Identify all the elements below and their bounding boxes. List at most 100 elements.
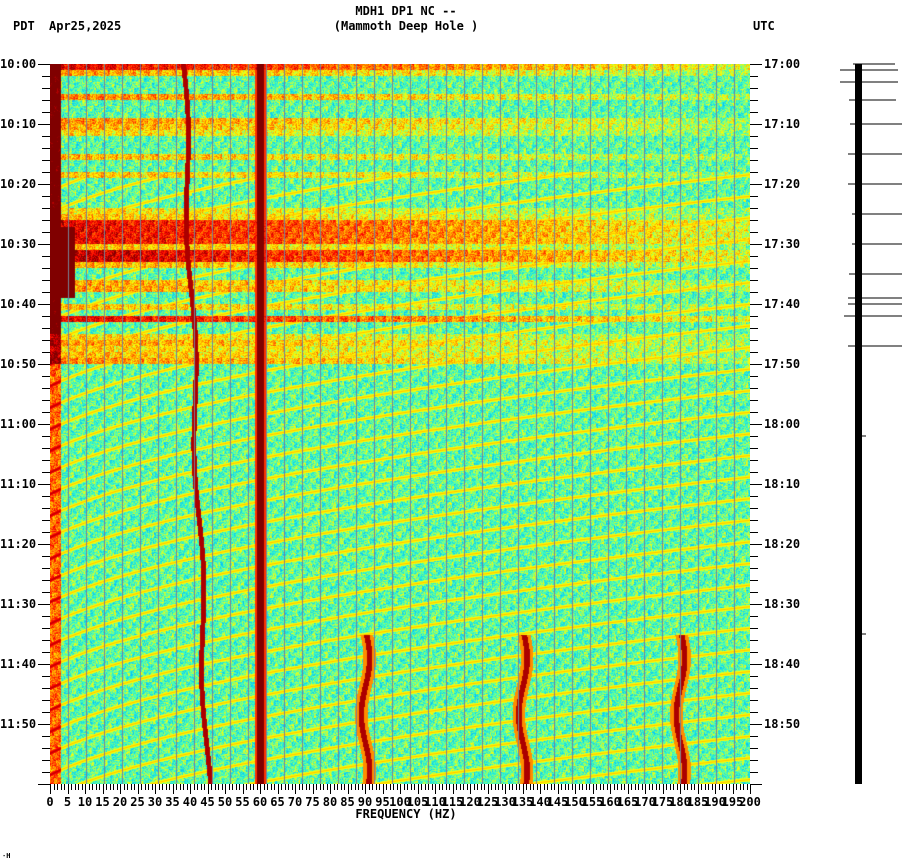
frequency-tick (281, 784, 282, 790)
right-tick (750, 580, 758, 581)
frequency-tick (120, 784, 121, 794)
frequency-tick (551, 784, 552, 790)
left-tick (38, 364, 50, 365)
frequency-tick (92, 784, 93, 790)
left-tick (42, 196, 50, 197)
right-tick (750, 160, 758, 161)
frequency-tick (309, 784, 310, 790)
right-tick-label: 18:10 (764, 477, 801, 491)
frequency-tick (257, 784, 258, 790)
frequency-tick-label: 30 (147, 795, 163, 809)
frequency-tick (649, 784, 650, 790)
frequency-tick (544, 784, 545, 790)
frequency-tick-label: 200 (739, 795, 761, 809)
frequency-tick (596, 784, 597, 790)
right-tick (750, 664, 762, 665)
frequency-tick (267, 784, 268, 790)
right-tick-label: 17:30 (764, 237, 801, 251)
frequency-tick (666, 784, 667, 790)
frequency-tick (411, 784, 412, 790)
frequency-tick-label: 0 (46, 795, 54, 809)
frequency-tick (369, 784, 370, 790)
frequency-tick (712, 784, 713, 790)
frequency-tick (285, 784, 286, 790)
left-tick (42, 148, 50, 149)
right-tick (750, 232, 758, 233)
right-tick (750, 772, 758, 773)
right-tick-label: 18:50 (764, 717, 801, 731)
frequency-tick (670, 784, 671, 790)
frequency-tick (246, 784, 247, 790)
right-tick (750, 76, 758, 77)
frequency-tick (197, 784, 198, 790)
left-tick (38, 424, 50, 425)
right-tick (750, 496, 758, 497)
right-tick (750, 748, 758, 749)
right-tick-label: 18:30 (764, 597, 801, 611)
frequency-tick (708, 784, 709, 790)
frequency-tick (138, 784, 139, 794)
right-tick (750, 460, 758, 461)
left-tick (42, 172, 50, 173)
frequency-tick (635, 784, 636, 790)
right-tick (750, 376, 758, 377)
right-tick (750, 124, 762, 125)
right-tick (750, 412, 758, 413)
frequency-tick (162, 784, 163, 790)
frequency-tick (558, 784, 559, 794)
frequency-tick (180, 784, 181, 790)
frequency-tick (313, 784, 314, 794)
right-tick (750, 568, 758, 569)
frequency-tick (491, 784, 492, 790)
right-tick (750, 196, 758, 197)
frequency-tick-label: 140 (529, 795, 551, 809)
frequency-tick (152, 784, 153, 790)
left-tick (42, 772, 50, 773)
right-tick-label: 17:20 (764, 177, 801, 191)
right-tick (750, 64, 762, 65)
frequency-tick (694, 784, 695, 790)
frequency-tick (99, 784, 100, 790)
frequency-tick (470, 784, 471, 794)
frequency-tick (232, 784, 233, 790)
frequency-tick (124, 784, 125, 790)
right-tick (750, 88, 758, 89)
right-tick (750, 184, 762, 185)
frequency-tick (467, 784, 468, 790)
frequency-tick (348, 784, 349, 794)
spectrogram-plot (50, 64, 750, 784)
frequency-tick (673, 784, 674, 790)
right-tick (750, 388, 758, 389)
left-tick (42, 760, 50, 761)
frequency-tick-label: 170 (634, 795, 656, 809)
right-tick (750, 484, 762, 485)
left-tick-label: 11:20 (0, 537, 37, 551)
right-tick (750, 424, 762, 425)
frequency-tick (579, 784, 580, 790)
right-tick (750, 172, 758, 173)
frequency-tick (110, 784, 111, 790)
left-tick (42, 736, 50, 737)
frequency-tick (439, 784, 440, 790)
frequency-tick-label: 175 (651, 795, 674, 809)
frequency-tick-label: 70 (287, 795, 303, 809)
frequency-tick (736, 784, 737, 790)
left-tick (42, 160, 50, 161)
frequency-tick (208, 784, 209, 794)
frequency-tick (190, 784, 191, 794)
frequency-tick (166, 784, 167, 790)
frequency-tick (407, 784, 408, 790)
frequency-tick (582, 784, 583, 790)
left-tick (42, 556, 50, 557)
frequency-tick (173, 784, 174, 794)
frequency-tick (722, 784, 723, 790)
left-tick (42, 88, 50, 89)
frequency-tick-label: 50 (217, 795, 233, 809)
left-tick (38, 604, 50, 605)
station-location: (Mammoth Deep Hole ) (333, 19, 479, 33)
left-tick (42, 472, 50, 473)
frequency-tick-label: 85 (340, 795, 355, 809)
right-tick-label: 18:40 (764, 657, 801, 671)
frequency-tick (306, 784, 307, 790)
frequency-tick (533, 784, 534, 790)
